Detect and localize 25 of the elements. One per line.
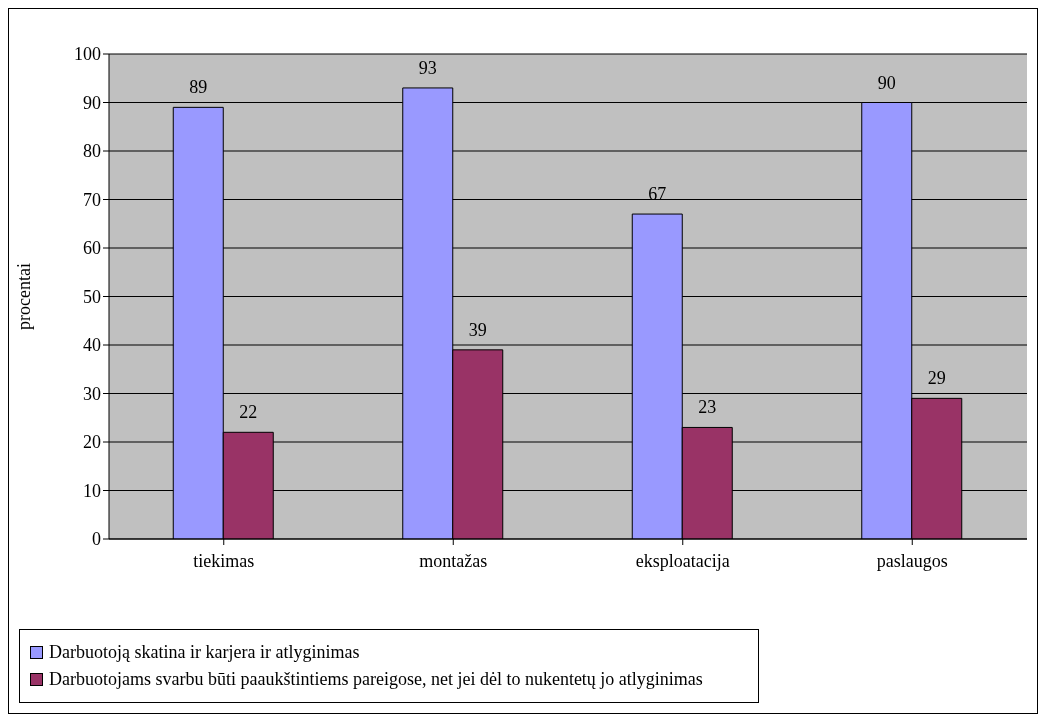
data-label: 90 [877, 72, 896, 93]
y-tick-label: 80 [83, 141, 101, 162]
data-label: 23 [698, 397, 717, 418]
y-axis-title: procentai [14, 263, 35, 330]
y-tick-label: 40 [83, 335, 101, 356]
data-label: 22 [239, 402, 258, 423]
y-tick-label: 30 [83, 383, 101, 404]
x-tick-label: eksploatacija [635, 551, 730, 571]
data-label: 29 [927, 368, 946, 389]
x-tick-label: montažas [419, 551, 488, 571]
data-label: 89 [189, 77, 208, 98]
y-tick-label: 20 [83, 432, 101, 453]
y-tick-label: 10 [83, 480, 101, 501]
x-tick-label: paslaugos [876, 551, 948, 571]
y-tick-label: 90 [83, 92, 101, 113]
y-tick-label: 70 [83, 189, 101, 210]
y-tick-label: 50 [83, 286, 101, 307]
legend-label: Darbuotojams svarbu būti paaukštintiems pareigose, net jei dėl to nukentetų jo atlyginimas [49, 669, 703, 690]
y-tick-label: 60 [83, 238, 101, 259]
legend-label: Darbuotoją skatina ir karjera ir atlyginimas [49, 642, 360, 663]
data-label: 93 [418, 57, 437, 78]
data-label: 39 [468, 319, 487, 340]
y-tick-label: 100 [74, 44, 101, 65]
x-tick-label: tiekimas [193, 551, 255, 571]
y-tick-label: 0 [92, 529, 101, 550]
